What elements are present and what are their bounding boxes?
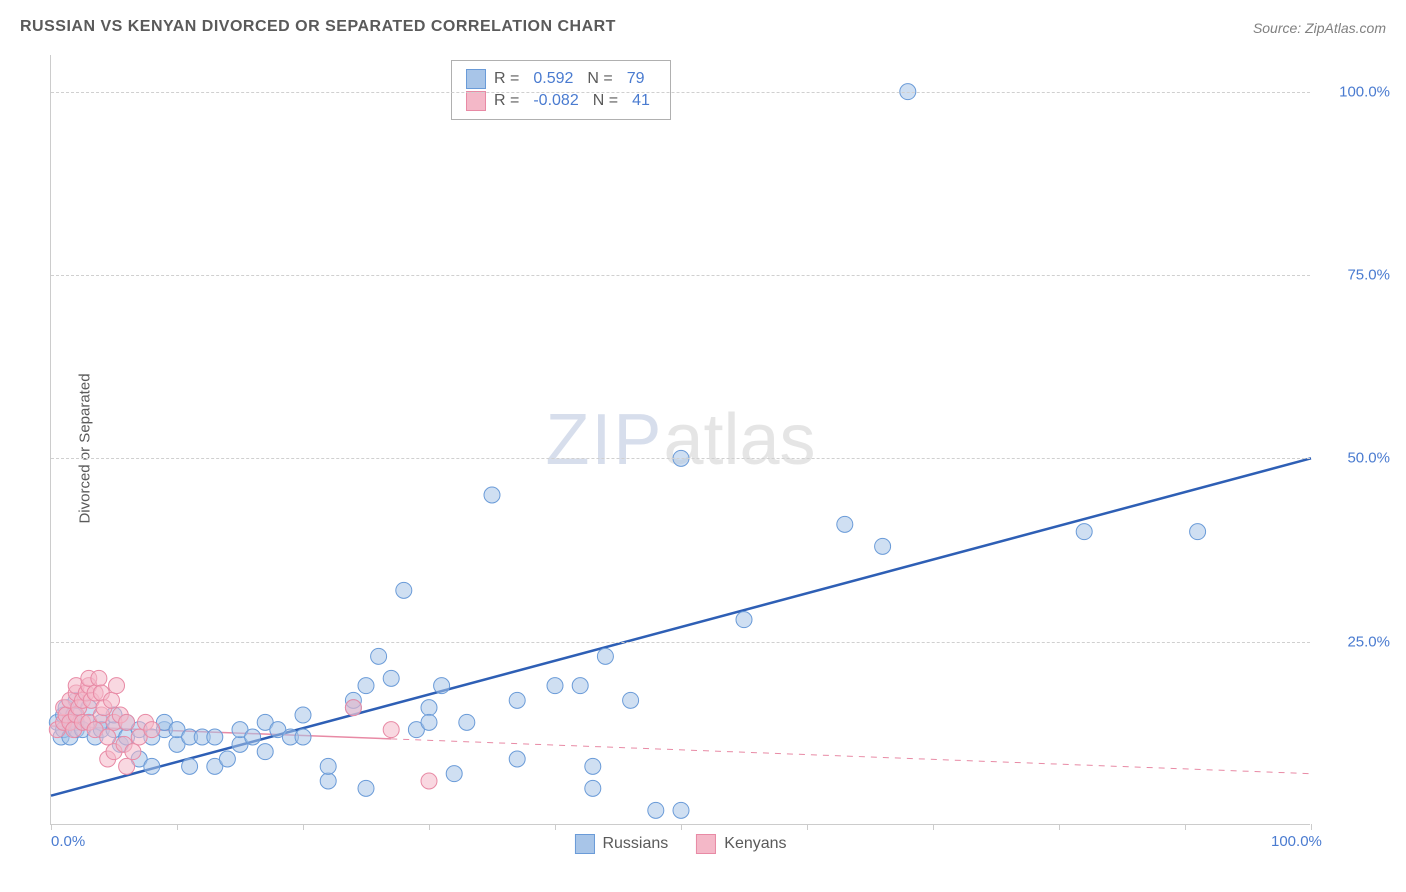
x-tick — [555, 824, 556, 830]
series-name-russians: Russians — [602, 835, 668, 853]
data-point — [736, 612, 752, 628]
data-point — [144, 722, 160, 738]
plot-area: ZIPatlas R = 0.592 N = 79 R = -0.082 N =… — [50, 55, 1310, 825]
trendline-kenyans-dashed — [391, 739, 1311, 774]
x-tick — [429, 824, 430, 830]
data-point — [547, 678, 563, 694]
data-point — [182, 758, 198, 774]
data-point — [1190, 524, 1206, 540]
data-point — [1076, 524, 1092, 540]
data-point — [484, 487, 500, 503]
x-tick — [303, 824, 304, 830]
data-point — [421, 773, 437, 789]
source-attribution: Source: ZipAtlas.com — [1253, 20, 1386, 36]
chart-title: RUSSIAN VS KENYAN DIVORCED OR SEPARATED … — [20, 18, 616, 36]
data-point — [100, 729, 116, 745]
series-legend: Russians Kenyans — [574, 834, 786, 854]
data-point — [144, 758, 160, 774]
data-point — [383, 670, 399, 686]
data-point — [648, 802, 664, 818]
data-point — [245, 729, 261, 745]
data-point — [572, 678, 588, 694]
x-tick — [1311, 824, 1312, 830]
data-point — [119, 714, 135, 730]
data-point — [219, 751, 235, 767]
data-point — [125, 744, 141, 760]
data-point — [295, 707, 311, 723]
data-point — [383, 722, 399, 738]
data-point — [509, 692, 525, 708]
legend-swatch-kenyans-bottom — [696, 834, 716, 854]
grid-line — [51, 275, 1310, 276]
data-point — [837, 516, 853, 532]
data-point — [623, 692, 639, 708]
data-point — [421, 714, 437, 730]
x-tick — [51, 824, 52, 830]
data-point — [597, 648, 613, 664]
data-point — [91, 670, 107, 686]
grid-line — [51, 92, 1310, 93]
data-point — [434, 678, 450, 694]
x-tick — [681, 824, 682, 830]
legend-item-kenyans: Kenyans — [696, 834, 786, 854]
data-point — [509, 751, 525, 767]
data-point — [396, 582, 412, 598]
x-tick — [807, 824, 808, 830]
data-point — [109, 678, 125, 694]
grid-line — [51, 458, 1310, 459]
data-point — [358, 678, 374, 694]
legend-swatch-russians-bottom — [574, 834, 594, 854]
data-point — [103, 692, 119, 708]
data-point — [320, 758, 336, 774]
x-tick-label: 0.0% — [51, 833, 85, 850]
data-point — [585, 758, 601, 774]
source-name: ZipAtlas.com — [1305, 20, 1386, 36]
data-point — [207, 729, 223, 745]
y-tick-label: 25.0% — [1320, 633, 1390, 650]
scatter-plot-svg — [51, 55, 1310, 824]
y-tick-label: 50.0% — [1320, 450, 1390, 467]
data-point — [446, 766, 462, 782]
series-name-kenyans: Kenyans — [724, 835, 786, 853]
data-point — [358, 780, 374, 796]
data-point — [673, 802, 689, 818]
data-point — [345, 700, 361, 716]
x-tick — [933, 824, 934, 830]
x-tick — [1185, 824, 1186, 830]
x-tick — [177, 824, 178, 830]
data-point — [459, 714, 475, 730]
data-point — [119, 758, 135, 774]
legend-item-russians: Russians — [574, 834, 668, 854]
y-tick-label: 75.0% — [1320, 267, 1390, 284]
source-prefix: Source: — [1253, 20, 1305, 36]
data-point — [320, 773, 336, 789]
grid-line — [51, 642, 1310, 643]
data-point — [421, 700, 437, 716]
data-point — [371, 648, 387, 664]
x-tick — [1059, 824, 1060, 830]
data-point — [257, 744, 273, 760]
x-tick-label: 100.0% — [1271, 833, 1322, 850]
y-tick-label: 100.0% — [1320, 83, 1390, 100]
data-point — [585, 780, 601, 796]
data-point — [875, 538, 891, 554]
chart-container: RUSSIAN VS KENYAN DIVORCED OR SEPARATED … — [0, 0, 1406, 892]
data-point — [295, 729, 311, 745]
